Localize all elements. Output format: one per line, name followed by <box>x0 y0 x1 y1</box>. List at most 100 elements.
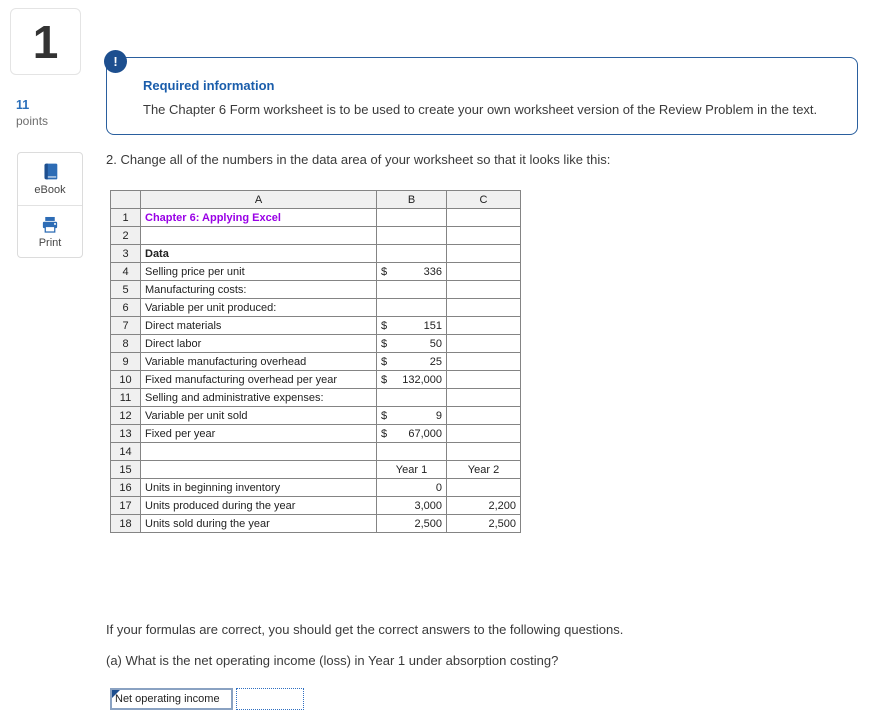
sheet-row: 8 Direct labor $50 <box>110 334 521 353</box>
cell-a: Direct labor <box>140 334 377 353</box>
print-button[interactable]: Print <box>18 205 82 257</box>
resources-toolbar: eBook Print <box>17 152 83 258</box>
cell-b <box>376 244 447 263</box>
sheet-column-header-row: A B C <box>110 190 521 209</box>
cell-a: Units sold during the year <box>140 514 377 533</box>
sheet-row: 17 Units produced during the year 3,000 2,2… <box>110 496 521 515</box>
row-number: 11 <box>110 388 141 407</box>
row-number: 14 <box>110 442 141 461</box>
row-number: 8 <box>110 334 141 353</box>
cell-c: Year 2 <box>446 460 521 479</box>
cell-c <box>446 388 521 407</box>
cell-b <box>376 442 447 461</box>
corner-header <box>110 190 141 209</box>
sheet-row: 4 Selling price per unit $336 <box>110 262 521 281</box>
cell-a: Fixed per year <box>140 424 377 443</box>
cell-c <box>446 370 521 389</box>
cell-c <box>446 262 521 281</box>
alert-title: Required information <box>143 78 275 93</box>
cell-value: 50 <box>429 337 442 350</box>
row-number: 12 <box>110 406 141 425</box>
cell-a: Data <box>140 244 377 263</box>
cell-c <box>446 298 521 317</box>
sheet-row: 7 Direct materials $151 <box>110 316 521 335</box>
cell-b: Year 1 <box>376 460 447 479</box>
row-number: 4 <box>110 262 141 281</box>
cell-b: $132,000 <box>376 370 447 389</box>
sheet-row: 2 <box>110 226 521 245</box>
instruction-text: 2. Change all of the numbers in the data… <box>106 152 611 167</box>
cell-a <box>140 460 377 479</box>
answer-label-cell: Net operating income <box>110 688 233 710</box>
row-number: 3 <box>110 244 141 263</box>
cell-c <box>446 316 521 335</box>
sheet-row: 12 Variable per unit sold $9 <box>110 406 521 425</box>
worksheet-table: A B C 1 Chapter 6: Applying Excel 2 3 Data 4 S… <box>110 190 521 533</box>
row-number: 13 <box>110 424 141 443</box>
net-operating-income-input[interactable] <box>236 688 304 710</box>
cell-c <box>446 352 521 371</box>
sheet-row: 13 Fixed per year $67,000 <box>110 424 521 443</box>
cell-c <box>446 244 521 263</box>
ebook-label: eBook <box>34 184 66 196</box>
column-header-c: C <box>446 190 521 209</box>
dollar-sign: $ <box>381 337 388 350</box>
sheet-row: 5 Manufacturing costs: <box>110 280 521 299</box>
cell-b: $25 <box>376 352 447 371</box>
cell-a: Variable manufacturing overhead <box>140 352 377 371</box>
ebook-button[interactable]: eBook <box>18 153 82 205</box>
dollar-sign: $ <box>381 409 388 422</box>
row-number: 17 <box>110 496 141 515</box>
dollar-sign: $ <box>381 265 388 278</box>
cell-b <box>376 280 447 299</box>
cell-value: 9 <box>435 409 442 422</box>
cell-c <box>446 442 521 461</box>
sheet-row: 10 Fixed manufacturing overhead per year $… <box>110 370 521 389</box>
cell-b: 0 <box>376 478 447 497</box>
row-number: 1 <box>110 208 141 227</box>
answer-row: Net operating income <box>110 688 304 710</box>
cell-value: 25 <box>429 355 442 368</box>
cell-a: Units in beginning inventory <box>140 478 377 497</box>
cell-c <box>446 478 521 497</box>
required-info-alert: ! Required information The Chapter 6 For… <box>104 50 858 135</box>
cell-a <box>140 226 377 245</box>
row-number: 9 <box>110 352 141 371</box>
cell-a: Units produced during the year <box>140 496 377 515</box>
cell-c <box>446 334 521 353</box>
question-number-card: 1 <box>10 8 81 75</box>
cell-c <box>446 424 521 443</box>
row-number: 6 <box>110 298 141 317</box>
row-number: 10 <box>110 370 141 389</box>
sheet-row: 16 Units in beginning inventory 0 <box>110 478 521 497</box>
cell-a <box>140 442 377 461</box>
alert-body: The Chapter 6 Form worksheet is to be us… <box>143 102 818 117</box>
sheet-row: 9 Variable manufacturing overhead $25 <box>110 352 521 371</box>
cell-b <box>376 388 447 407</box>
cell-value: 132,000 <box>402 373 442 386</box>
sheet-row: 15 Year 1 Year 2 <box>110 460 521 479</box>
dollar-sign: $ <box>381 373 388 386</box>
cell-a: Selling price per unit <box>140 262 377 281</box>
question-number: 1 <box>32 15 59 68</box>
cell-c: 2,500 <box>446 514 521 533</box>
print-label: Print <box>38 236 62 249</box>
cell-b: $9 <box>376 406 447 425</box>
alert-exclamation-icon: ! <box>104 50 127 73</box>
ebook-icon <box>41 162 60 181</box>
followup-text-2: (a) What is the net operating income (lo… <box>106 653 559 668</box>
cell-c <box>446 280 521 299</box>
dollar-sign: $ <box>381 355 388 368</box>
sheet-body: 1 Chapter 6: Applying Excel 2 3 Data 4 Selling… <box>110 208 521 533</box>
cell-a: Selling and administrative expenses: <box>140 388 377 407</box>
column-header-b: B <box>376 190 447 209</box>
cell-a: Variable per unit sold <box>140 406 377 425</box>
cell-b <box>376 226 447 245</box>
cell-b: $336 <box>376 262 447 281</box>
points-label: points <box>16 113 49 128</box>
sheet-row: 6 Variable per unit produced: <box>110 298 521 317</box>
row-number: 16 <box>110 478 141 497</box>
dollar-sign: $ <box>381 319 388 332</box>
cell-a: Fixed manufacturing overhead per year <box>140 370 377 389</box>
cell-b: $67,000 <box>376 424 447 443</box>
